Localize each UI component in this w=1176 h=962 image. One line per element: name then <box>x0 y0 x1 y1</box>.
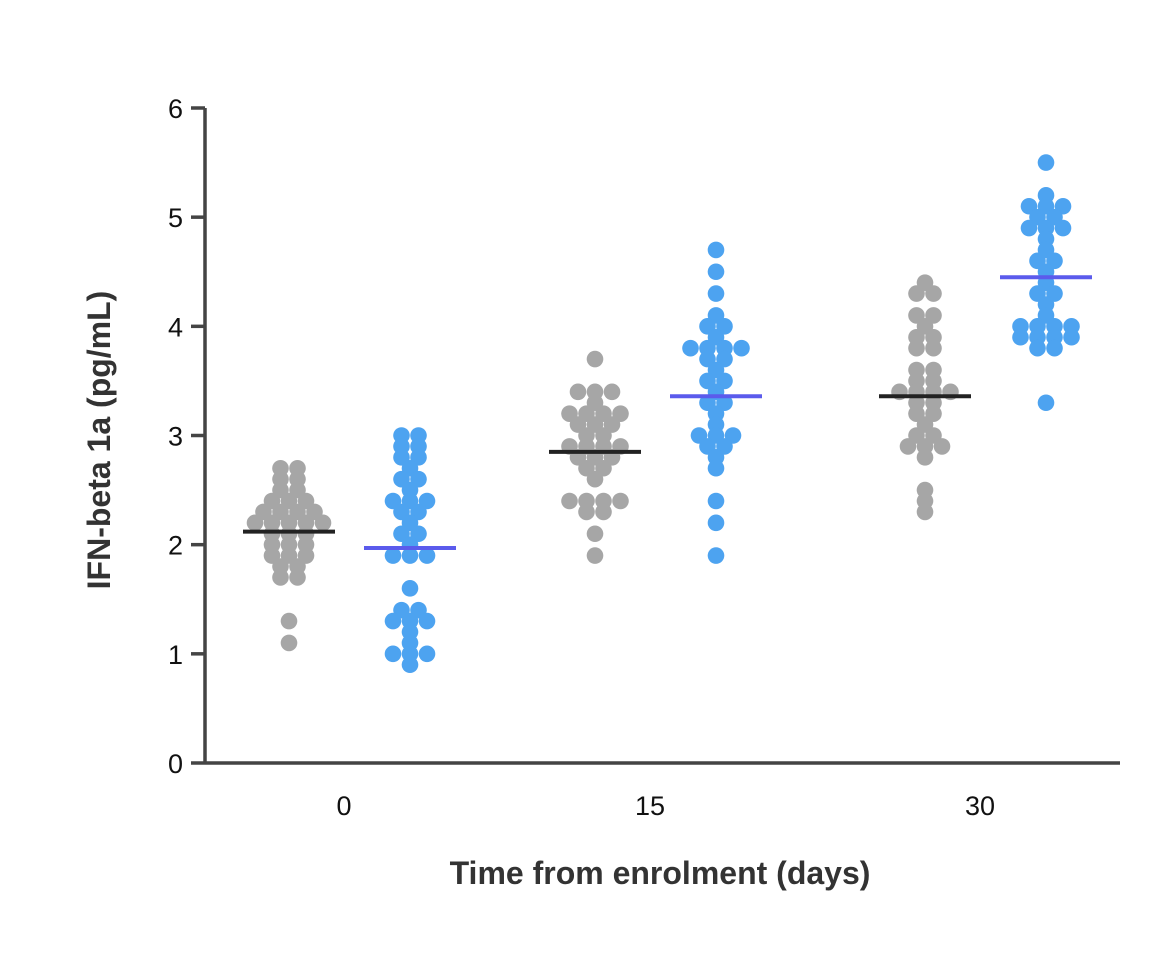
data-point <box>707 514 725 532</box>
data-point <box>384 547 402 564</box>
y-tick-label: 5 <box>168 203 183 233</box>
data-point <box>569 383 587 401</box>
data-point <box>401 547 419 564</box>
x-axis-ticks: 0 15 30 <box>336 791 995 821</box>
data-point <box>561 492 578 510</box>
data-point <box>401 580 419 597</box>
data-point <box>1020 219 1038 237</box>
data-point <box>603 383 621 401</box>
data-point <box>933 438 951 455</box>
x-tick-label: 15 <box>635 791 665 821</box>
data-point <box>384 645 402 663</box>
data-point <box>925 285 942 302</box>
data-point <box>586 547 604 564</box>
data-point <box>418 612 436 630</box>
data-point <box>1046 339 1063 357</box>
data-point <box>1054 219 1072 237</box>
data-point <box>384 612 402 630</box>
data-point <box>733 339 750 357</box>
data-point <box>916 449 934 466</box>
data-point <box>916 503 934 521</box>
data-point <box>401 656 419 674</box>
data-point <box>682 339 699 357</box>
data-point <box>707 492 725 510</box>
data-point <box>1029 339 1046 357</box>
data-point <box>280 612 298 630</box>
data-point <box>1037 154 1055 171</box>
data-point <box>272 569 289 586</box>
data-point <box>289 569 306 586</box>
axes <box>203 108 1120 765</box>
data-point <box>707 285 725 302</box>
data-point <box>908 285 925 302</box>
x-tick-label: 0 <box>336 791 351 821</box>
y-tick-label: 3 <box>168 422 183 452</box>
data-point <box>418 547 436 564</box>
data-point <box>1063 328 1080 346</box>
y-axis-title: IFN-beta 1a (pg/mL) <box>81 291 117 590</box>
data-point <box>595 503 612 521</box>
data-point <box>1037 394 1055 412</box>
data-point <box>899 438 917 455</box>
data-marks <box>243 154 1092 674</box>
data-point <box>578 503 595 521</box>
data-point <box>586 470 604 488</box>
data-point <box>707 459 725 477</box>
data-point <box>707 547 725 564</box>
data-point <box>586 350 604 368</box>
data-point <box>925 339 942 357</box>
y-tick-label: 2 <box>168 531 183 561</box>
data-point <box>1012 328 1029 346</box>
y-tick-label: 1 <box>168 640 183 670</box>
data-point <box>586 525 604 543</box>
y-tick-label: 4 <box>168 312 183 342</box>
y-tick-label: 6 <box>168 94 183 124</box>
x-tick-label: 30 <box>965 791 995 821</box>
x-axis-title: Time from enrolment (days) <box>450 855 871 891</box>
y-tick-label: 0 <box>168 749 183 779</box>
data-point <box>418 645 436 663</box>
data-point <box>314 514 332 532</box>
data-point <box>707 263 725 281</box>
data-point <box>908 339 925 357</box>
data-point <box>612 492 629 510</box>
data-point <box>280 634 298 652</box>
y-axis-ticks: 0 1 2 3 4 5 6 <box>168 94 205 779</box>
data-point <box>707 241 725 259</box>
data-point <box>246 514 264 532</box>
